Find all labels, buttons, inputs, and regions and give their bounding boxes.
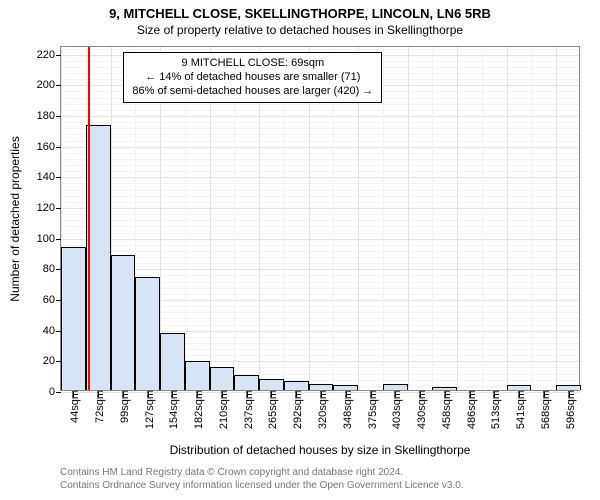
footer-attribution: Contains HM Land Registry data © Crown c… xyxy=(60,467,464,492)
info-box-line: 9 MITCHELL CLOSE: 69sqm xyxy=(132,57,373,71)
x-tick-label: 127sqm xyxy=(140,390,156,429)
histogram-bar xyxy=(234,375,259,390)
v-grid-major xyxy=(556,47,557,390)
v-grid-minor xyxy=(482,47,483,390)
v-grid-major xyxy=(457,47,458,390)
h-grid-major xyxy=(61,239,579,240)
h-grid-minor xyxy=(61,263,579,264)
histogram-bar xyxy=(284,381,309,390)
h-grid-minor xyxy=(61,134,579,135)
h-grid-minor xyxy=(61,104,579,105)
y-tick-label: 40 xyxy=(43,325,61,337)
x-tick-label: 596sqm xyxy=(561,390,577,429)
y-tick-label: 20 xyxy=(43,355,61,367)
x-tick-label: 486sqm xyxy=(462,390,478,429)
x-tick-label: 72sqm xyxy=(90,390,106,423)
h-grid-minor xyxy=(61,122,579,123)
h-grid-minor xyxy=(61,190,579,191)
x-tick-label: 375sqm xyxy=(363,390,379,429)
x-tick-label: 265sqm xyxy=(263,390,279,429)
y-tick-label: 160 xyxy=(37,141,61,153)
histogram-bar xyxy=(160,333,185,390)
y-axis-label: Number of detached properties xyxy=(8,136,22,301)
y-tick-label: 100 xyxy=(37,233,61,245)
v-grid-major xyxy=(507,47,508,390)
x-tick-label: 210sqm xyxy=(214,390,230,429)
x-tick-label: 568sqm xyxy=(536,390,552,429)
h-grid-minor xyxy=(61,49,579,50)
plot-area: 02040608010012014016018020022044sqm72sqm… xyxy=(60,46,580,391)
h-grid-minor xyxy=(61,196,579,197)
h-grid-minor xyxy=(61,183,579,184)
v-grid-major xyxy=(408,47,409,390)
histogram-bar xyxy=(185,361,210,390)
h-grid-minor xyxy=(61,233,579,234)
h-grid-major xyxy=(61,116,579,117)
h-grid-minor xyxy=(61,202,579,203)
property-marker-line xyxy=(88,47,90,390)
x-tick-label: 44sqm xyxy=(65,390,81,423)
h-grid-minor xyxy=(61,110,579,111)
x-axis-label: Distribution of detached houses by size … xyxy=(60,443,580,457)
info-box-line: 86% of semi-detached houses are larger (… xyxy=(132,85,373,99)
y-tick-label: 60 xyxy=(43,294,61,306)
y-tick-label: 80 xyxy=(43,263,61,275)
h-grid-minor xyxy=(61,251,579,252)
y-tick-label: 200 xyxy=(37,79,61,91)
h-grid-major xyxy=(61,177,579,178)
h-grid-minor xyxy=(61,159,579,160)
x-tick-label: 292sqm xyxy=(288,390,304,429)
chart-title: 9, MITCHELL CLOSE, SKELLINGTHORPE, LINCO… xyxy=(0,0,600,22)
h-grid-minor xyxy=(61,245,579,246)
histogram-bar xyxy=(61,247,86,390)
x-tick-label: 430sqm xyxy=(412,390,428,429)
h-grid-minor xyxy=(61,220,579,221)
footer-line-2: Contains Ordnance Survey information lic… xyxy=(60,480,464,493)
info-box-line: ← 14% of detached houses are smaller (71… xyxy=(132,71,373,85)
h-grid-minor xyxy=(61,165,579,166)
y-tick-label: 220 xyxy=(37,49,61,61)
v-grid-minor xyxy=(383,47,384,390)
x-tick-label: 458sqm xyxy=(437,390,453,429)
chart-subtitle: Size of property relative to detached ho… xyxy=(0,22,600,38)
v-grid-minor xyxy=(432,47,433,390)
y-tick-label: 180 xyxy=(37,110,61,122)
chart-container: 9, MITCHELL CLOSE, SKELLINGTHORPE, LINCO… xyxy=(0,0,600,500)
h-grid-major xyxy=(61,208,579,209)
h-grid-minor xyxy=(61,257,579,258)
histogram-bar xyxy=(210,367,235,390)
h-grid-minor xyxy=(61,214,579,215)
h-grid-minor xyxy=(61,226,579,227)
x-tick-label: 154sqm xyxy=(164,390,180,429)
x-tick-label: 403sqm xyxy=(387,390,403,429)
histogram-bar xyxy=(111,255,136,390)
footer-line-1: Contains HM Land Registry data © Crown c… xyxy=(60,467,464,480)
h-grid-minor xyxy=(61,141,579,142)
y-tick-label: 120 xyxy=(37,202,61,214)
v-grid-minor xyxy=(531,47,532,390)
x-tick-label: 541sqm xyxy=(511,390,527,429)
info-box: 9 MITCHELL CLOSE: 69sqm← 14% of detached… xyxy=(123,52,382,103)
x-tick-label: 513sqm xyxy=(486,390,502,429)
x-tick-label: 237sqm xyxy=(239,390,255,429)
histogram-bar xyxy=(259,379,284,390)
y-tick-label: 0 xyxy=(49,386,61,398)
x-tick-label: 182sqm xyxy=(189,390,205,429)
h-grid-major xyxy=(61,147,579,148)
x-tick-label: 99sqm xyxy=(115,390,131,423)
h-grid-major xyxy=(61,269,579,270)
y-tick-label: 140 xyxy=(37,171,61,183)
h-grid-minor xyxy=(61,128,579,129)
x-tick-label: 320sqm xyxy=(313,390,329,429)
h-grid-minor xyxy=(61,153,579,154)
histogram-bar xyxy=(135,277,160,390)
v-grid-minor xyxy=(581,47,582,390)
x-tick-label: 348sqm xyxy=(338,390,354,429)
h-grid-minor xyxy=(61,171,579,172)
